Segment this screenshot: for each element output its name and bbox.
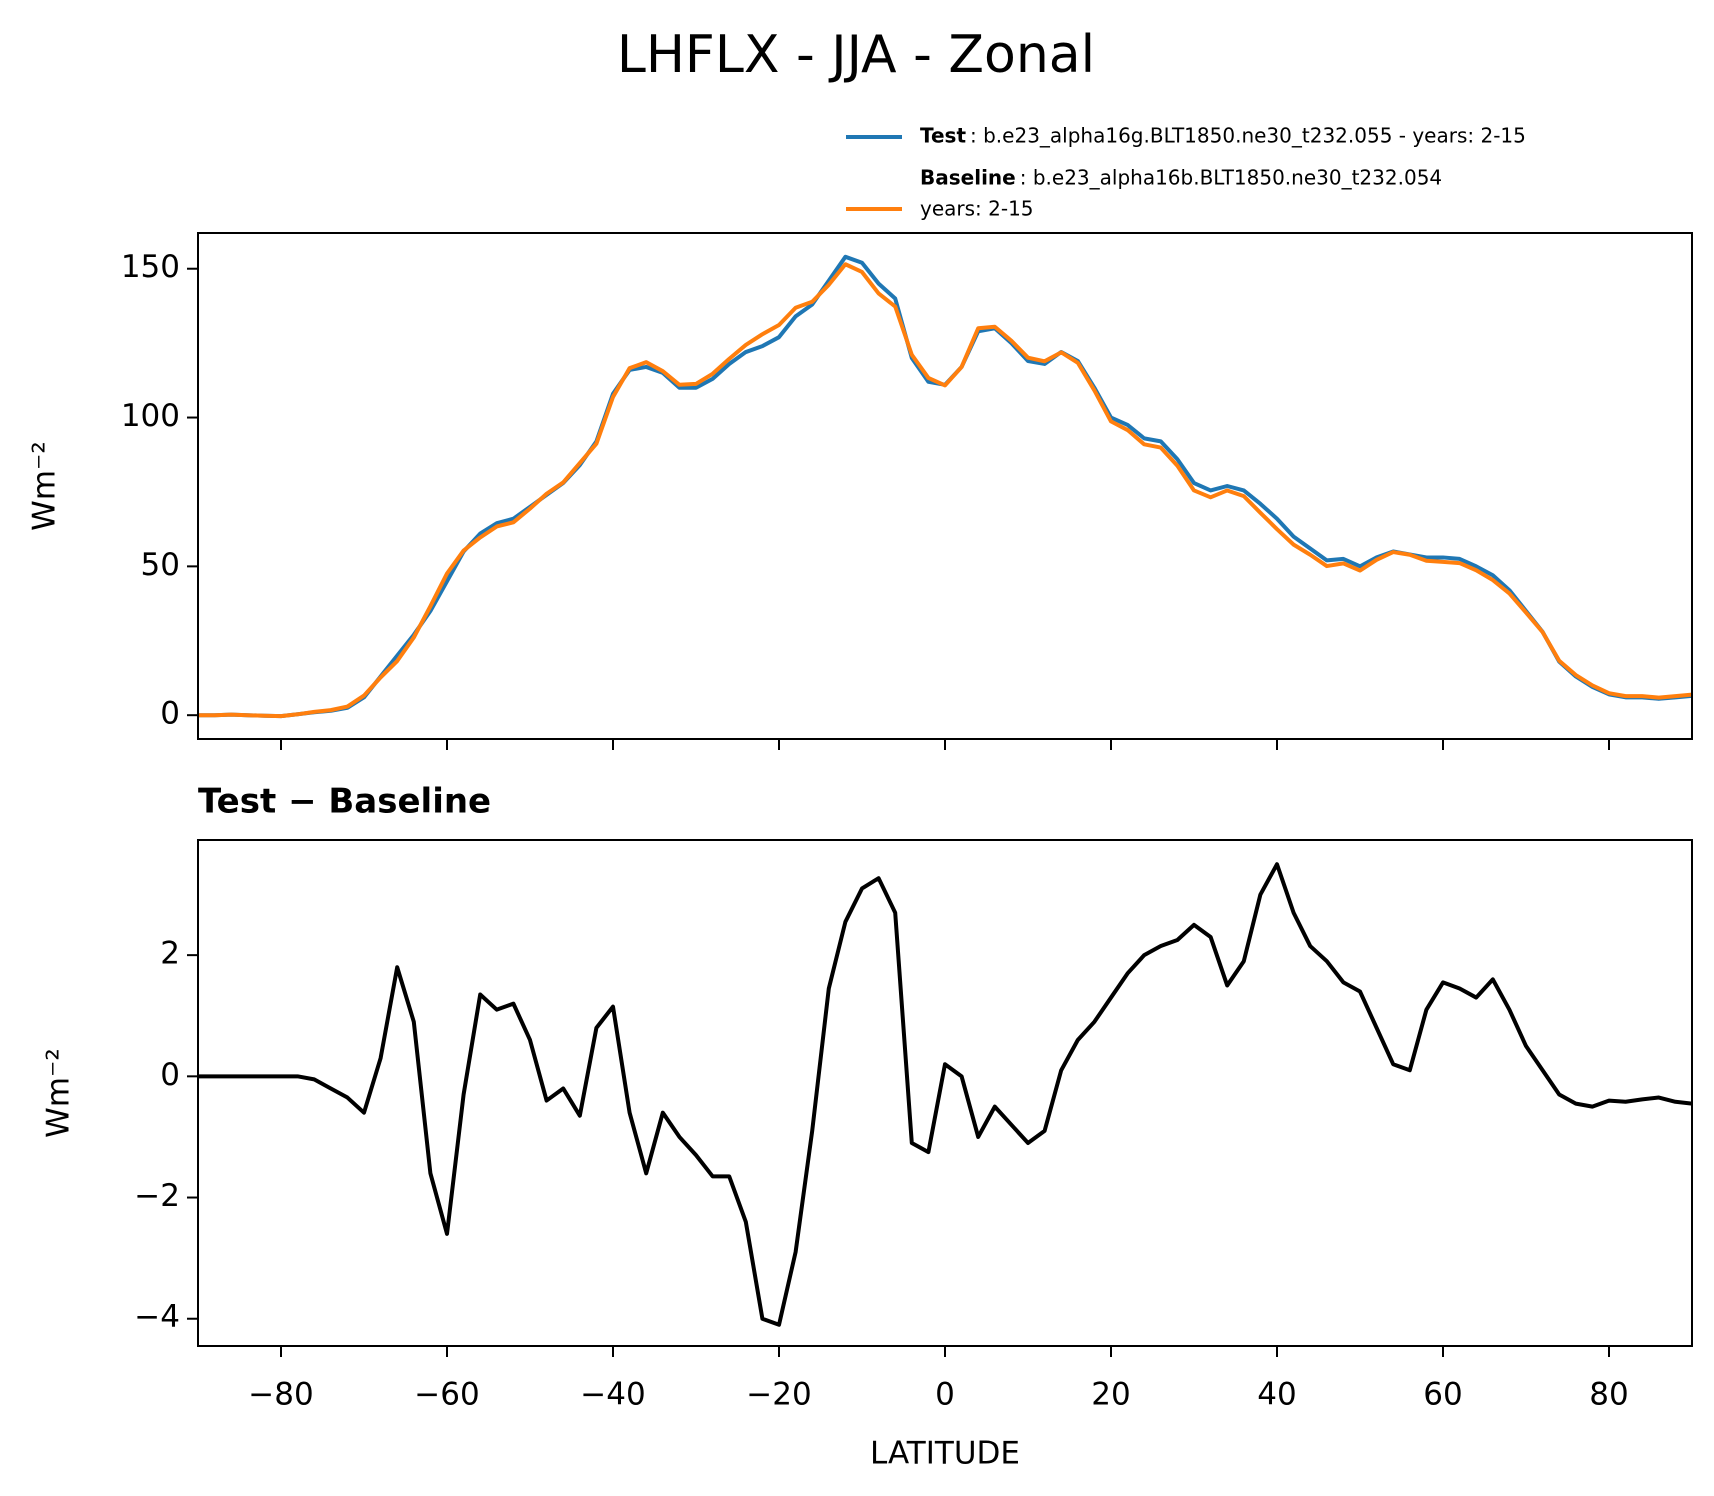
x-tick-label: 20: [1091, 1377, 1130, 1413]
y-tick-label: 50: [141, 547, 180, 583]
x-tick-label: −80: [248, 1377, 313, 1413]
legend-label: Baseline: [920, 166, 1016, 190]
y-tick-label: 0: [160, 1057, 180, 1093]
y-axis-label: Wm⁻²: [27, 441, 63, 531]
y-axis-label: Wm⁻²: [41, 1048, 77, 1138]
data-line: [198, 862, 1692, 1327]
x-tick-label: −40: [580, 1377, 645, 1413]
data-line: [198, 262, 1692, 719]
legend-description: years: 2-15: [920, 197, 1034, 221]
x-axis-label: LATITUDE: [870, 1436, 1020, 1472]
y-tick-label: 100: [121, 398, 180, 434]
legend-description: : b.e23_alpha16b.BLT1850.ne30_t232.054: [1020, 166, 1442, 190]
x-tick-label: −60: [414, 1377, 479, 1413]
y-tick-label: 150: [121, 249, 180, 285]
x-tick-label: 60: [1423, 1377, 1462, 1413]
figure-title: LHFLX - JJA - Zonal: [617, 25, 1095, 85]
x-tick-label: 0: [935, 1377, 955, 1413]
x-tick-label: 40: [1257, 1377, 1296, 1413]
x-tick-label: 80: [1589, 1377, 1628, 1413]
y-tick-label: 0: [160, 696, 180, 732]
x-tick-label: −20: [746, 1377, 811, 1413]
data-line: [198, 254, 1692, 719]
legend-description: : b.e23_alpha16g.BLT1850.ne30_t232.055 -…: [970, 124, 1526, 148]
axes-title: Test − Baseline: [198, 782, 491, 822]
axes-frame: [197, 232, 1693, 740]
y-tick-label: 2: [160, 936, 180, 972]
y-tick-label: −4: [134, 1299, 180, 1335]
legend-label: Test: [920, 124, 966, 148]
y-tick-label: −2: [134, 1178, 180, 1214]
